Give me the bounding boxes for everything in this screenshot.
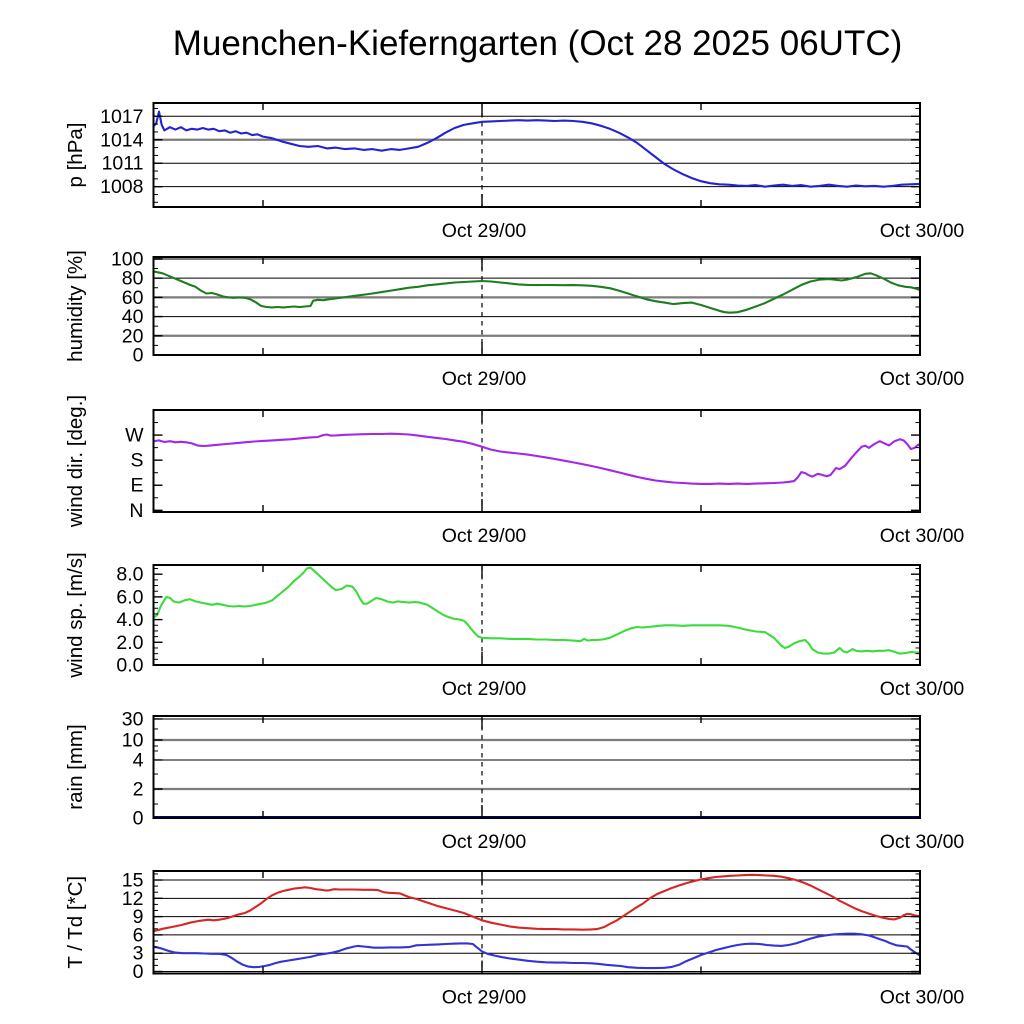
y-tick-label: 4.0 (116, 609, 143, 631)
y-axis-title: p [hPa] (64, 123, 87, 188)
panel-frame (152, 256, 921, 356)
y-tick-label: 12 (122, 888, 144, 910)
y-tick-label: 3 (133, 943, 144, 965)
y-tick-label: N (129, 500, 143, 522)
x-tick-label: Oct 30/00 (880, 987, 965, 1009)
x-tick-label: Oct 29/00 (442, 678, 527, 700)
x-tick-label: Oct 30/00 (880, 831, 965, 853)
y-tick-label: 100 (111, 248, 144, 270)
y-tick-label: 0 (133, 961, 144, 983)
y-tick-label: 9 (133, 906, 144, 928)
series-temperature (153, 873, 920, 933)
y-tick-label: 80 (122, 268, 144, 290)
y-tick-label: 6 (133, 924, 144, 946)
y-tick-label: 2.0 (116, 632, 143, 654)
y-tick-label: 10 (122, 729, 144, 751)
panel-frame (152, 564, 921, 666)
y-tick-label: 15 (122, 870, 144, 892)
y-tick-label: 1017 (100, 106, 143, 128)
y-tick-label: 20 (122, 325, 144, 347)
y-tick-label: 1008 (100, 176, 143, 198)
series-pressure (153, 110, 920, 188)
y-axis-title: wind dir. [deg.] (64, 395, 87, 528)
y-tick-label: 2 (133, 779, 144, 801)
y-tick-label: W (125, 425, 144, 447)
y-tick-label: E (130, 475, 143, 497)
x-tick-label: Oct 29/00 (442, 525, 527, 547)
y-tick-label: S (130, 450, 143, 472)
series-dewpoint (153, 932, 920, 970)
x-tick-label: Oct 29/00 (442, 987, 527, 1009)
y-axis-title: rain [mm] (64, 724, 87, 809)
y-axis-title: wind sp. [m/s] (64, 552, 87, 678)
y-tick-label: 0 (133, 345, 144, 367)
y-axis-title: T / Td [*C] (64, 876, 87, 969)
panel-4: 0.02.04.06.08.0 Oct 29/00 Oct 30/00 wind sp… (64, 552, 964, 700)
series-wind-direction (153, 432, 920, 485)
y-tick-label: 1011 (102, 153, 144, 175)
x-tick-label: Oct 29/00 (442, 220, 527, 242)
x-tick-label: Oct 30/00 (880, 525, 965, 547)
y-tick-label: 0.0 (116, 655, 143, 677)
series-wind-speed (153, 566, 920, 655)
y-tick-label: 8.0 (116, 564, 143, 586)
page-title: Muenchen-Kieferngarten (Oct 28 2025 06UT… (172, 24, 903, 63)
panel-frame (152, 870, 921, 975)
y-tick-label: 60 (122, 287, 144, 309)
panel-frame (152, 409, 921, 513)
series-humidity (153, 270, 920, 314)
y-axis-title: humidity [%] (64, 250, 87, 362)
y-tick-label: 1014 (100, 129, 144, 151)
x-tick-label: Oct 29/00 (442, 368, 527, 390)
x-tick-label: Oct 30/00 (880, 368, 965, 390)
panel-frame (152, 102, 921, 208)
y-tick-label: 30 (122, 708, 144, 730)
x-tick-label: Oct 30/00 (880, 220, 965, 242)
x-tick-label: Oct 30/00 (880, 678, 965, 700)
y-tick-label: 0 (133, 808, 144, 830)
y-tick-label: 40 (122, 306, 144, 328)
panel-frame (152, 715, 921, 819)
y-tick-label: 6.0 (116, 586, 143, 608)
y-tick-label: 4 (133, 749, 144, 771)
x-tick-label: Oct 29/00 (442, 831, 527, 853)
